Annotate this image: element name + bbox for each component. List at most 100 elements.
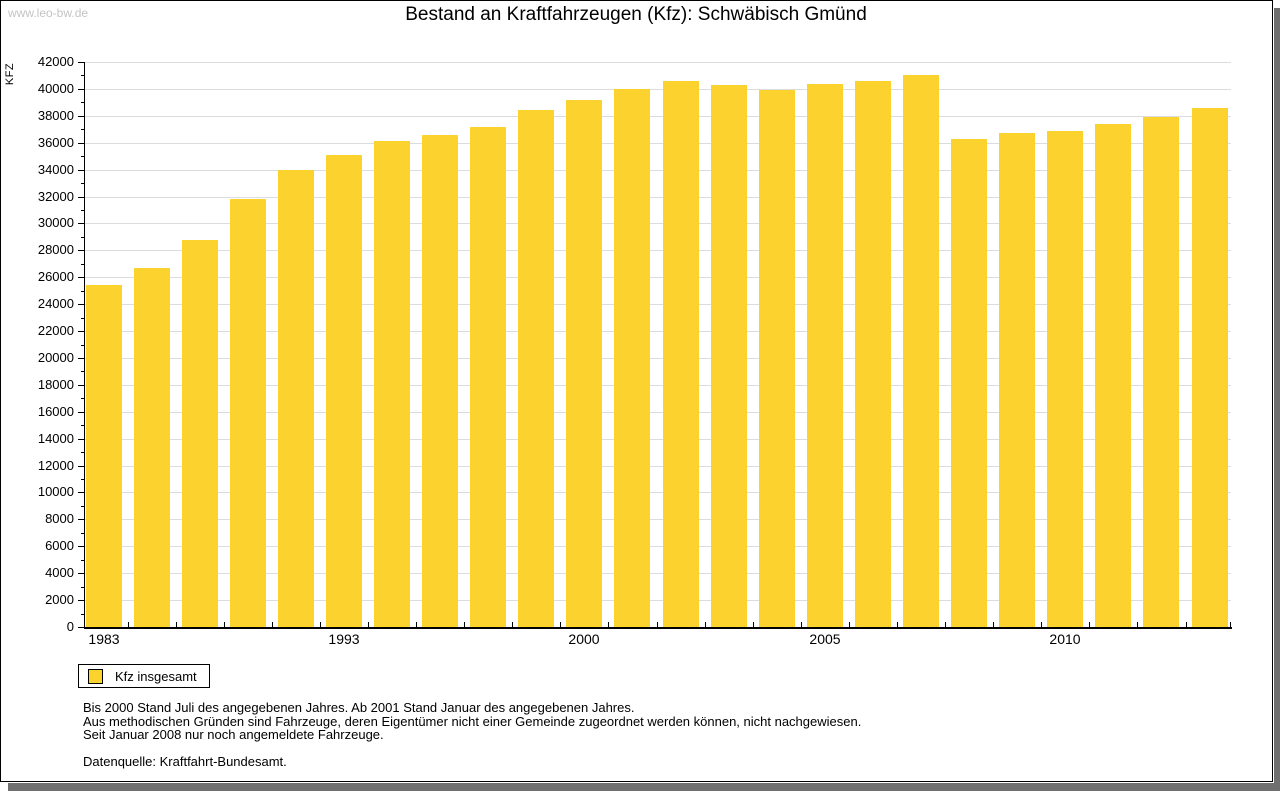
bar-2000 — [566, 100, 602, 627]
x-tick — [1186, 622, 1187, 627]
y-tick-major — [78, 492, 84, 493]
y-tick-major — [78, 170, 84, 171]
gridline-20000 — [85, 358, 1231, 359]
x-tick — [897, 622, 898, 627]
bar-1993 — [326, 155, 362, 627]
y-tick-major — [78, 62, 84, 63]
chart-title: Bestand an Kraftfahrzeugen (Kfz): Schwäb… — [405, 4, 867, 25]
x-tick — [801, 622, 802, 627]
x-tick — [1041, 622, 1042, 627]
x-tick-label-1993: 1993 — [328, 631, 360, 647]
bar-1985 — [134, 268, 170, 627]
bar-2012 — [1143, 117, 1179, 627]
bar-1997 — [422, 135, 458, 627]
x-tick — [1137, 622, 1138, 627]
bar-2002 — [663, 81, 699, 627]
footnote-line-1: Bis 2000 Stand Juli des angegebenen Jahr… — [83, 700, 635, 715]
x-tick — [657, 622, 658, 627]
y-tick-label-16000: 16000 — [37, 404, 74, 419]
y-tick-minor — [81, 533, 84, 534]
bar-1999 — [518, 110, 554, 627]
y-tick-label-38000: 38000 — [37, 108, 74, 123]
y-tick-major — [78, 223, 84, 224]
y-tick-major — [78, 304, 84, 305]
x-tick — [512, 622, 513, 627]
bar-1995 — [374, 141, 410, 627]
y-tick-minor — [81, 398, 84, 399]
footnote-line-2: Aus methodischen Gründen sind Fahrzeuge,… — [83, 713, 862, 729]
gridline-16000 — [85, 412, 1231, 413]
bar-1998 — [470, 127, 506, 627]
y-tick-major — [78, 331, 84, 332]
y-tick-major — [78, 573, 84, 574]
legend-swatch-icon — [88, 668, 103, 684]
y-tick-minor — [81, 425, 84, 426]
bar-2010 — [1047, 131, 1083, 627]
x-tick — [320, 622, 321, 627]
gridline-36000 — [85, 143, 1231, 144]
y-tick-label-40000: 40000 — [37, 81, 74, 96]
gridline-32000 — [85, 197, 1231, 198]
y-tick-label-12000: 12000 — [37, 458, 74, 473]
y-tick-major — [78, 546, 84, 547]
y-tick-minor — [81, 237, 84, 238]
gridline-4000 — [85, 573, 1231, 574]
bar-2009 — [999, 133, 1035, 627]
y-tick-label-0: 0 — [66, 619, 74, 634]
y-tick-major — [78, 197, 84, 198]
y-tick-label-36000: 36000 — [37, 135, 74, 150]
x-tick — [945, 622, 946, 627]
x-tick — [464, 622, 465, 627]
y-tick-label-34000: 34000 — [37, 162, 74, 177]
gridline-30000 — [85, 223, 1231, 224]
y-tick-major — [78, 385, 84, 386]
y-tick-label-28000: 28000 — [37, 242, 74, 257]
y-axis-line — [84, 62, 85, 629]
bar-1983 — [86, 285, 122, 627]
x-axis-end-tick — [1230, 622, 1231, 627]
y-axis: 0 2000 4000 6000 8000 10000 12000 14000 16000 180… — [0, 55, 85, 634]
y-tick-minor — [81, 614, 84, 615]
footnote-line-3: Seit Januar 2008 nur noch angemeldete Fa… — [83, 727, 384, 742]
y-tick-minor — [81, 371, 84, 372]
x-tick — [753, 622, 754, 627]
page-shadow-bottom — [8, 783, 1280, 791]
gridline-2000 — [85, 600, 1231, 601]
gridline-8000 — [85, 519, 1231, 520]
y-tick-major — [78, 250, 84, 251]
gridline-28000 — [85, 250, 1231, 251]
y-tick-major — [78, 519, 84, 520]
y-tick-minor — [81, 479, 84, 480]
gridline-12000 — [85, 466, 1231, 467]
x-tick — [368, 622, 369, 627]
y-tick-label-6000: 6000 — [45, 538, 74, 553]
bar-2007 — [903, 75, 939, 627]
x-axis: 1983 1993 2000 2005 2010 — [85, 631, 1231, 651]
y-tick-label-8000: 8000 — [45, 511, 74, 526]
legend-label: Kfz insgesamt — [115, 668, 197, 684]
x-tick — [272, 622, 273, 627]
x-tick — [560, 622, 561, 627]
y-tick-minor — [81, 210, 84, 211]
x-tick-label-2000: 2000 — [568, 631, 600, 647]
gridline-10000 — [85, 492, 1231, 493]
bar-2003 — [711, 85, 747, 627]
gridline-40000 — [85, 89, 1231, 90]
x-tick — [416, 622, 417, 627]
y-tick-label-42000: 42000 — [37, 54, 74, 69]
bar-2005 — [807, 84, 843, 627]
y-tick-label-24000: 24000 — [37, 296, 74, 311]
y-tick-major — [78, 412, 84, 413]
y-tick-minor — [81, 129, 84, 130]
y-tick-minor — [81, 156, 84, 157]
gridline-22000 — [85, 331, 1231, 332]
bar-2013 — [1192, 108, 1228, 627]
y-tick-minor — [81, 291, 84, 292]
watermark: www.leo-bw.de — [8, 6, 89, 20]
x-tick — [224, 622, 225, 627]
bar-1989 — [230, 199, 266, 627]
gridline-6000 — [85, 546, 1231, 547]
y-tick-major — [78, 439, 84, 440]
bar-2004 — [759, 90, 795, 627]
